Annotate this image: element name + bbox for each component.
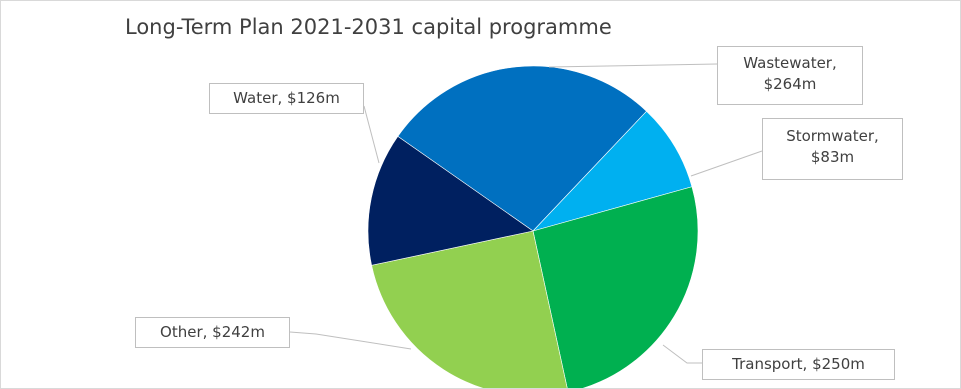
data-label-transport: Transport, $250m [702, 349, 895, 380]
pie-slice-wastewater [397, 65, 647, 232]
pie-slice-transport [532, 186, 699, 388]
leader-line-water [363, 105, 380, 164]
pie-slice-other [371, 230, 568, 388]
leader-line-wastewater [548, 63, 718, 68]
data-label-wastewater: Wastewater, $264m [717, 46, 863, 105]
pie-slice-water [367, 135, 534, 266]
leader-line-transport [662, 344, 702, 364]
leader-line-stormwater [690, 150, 763, 177]
chart-title: Long-Term Plan 2021-2031 capital program… [125, 15, 612, 39]
data-label-stormwater: Stormwater, $83m [762, 118, 903, 180]
pie-slice-stormwater [532, 110, 693, 232]
data-label-other: Other, $242m [135, 317, 290, 348]
data-label-water: Water, $126m [209, 83, 364, 114]
leader-line-other [289, 331, 412, 350]
